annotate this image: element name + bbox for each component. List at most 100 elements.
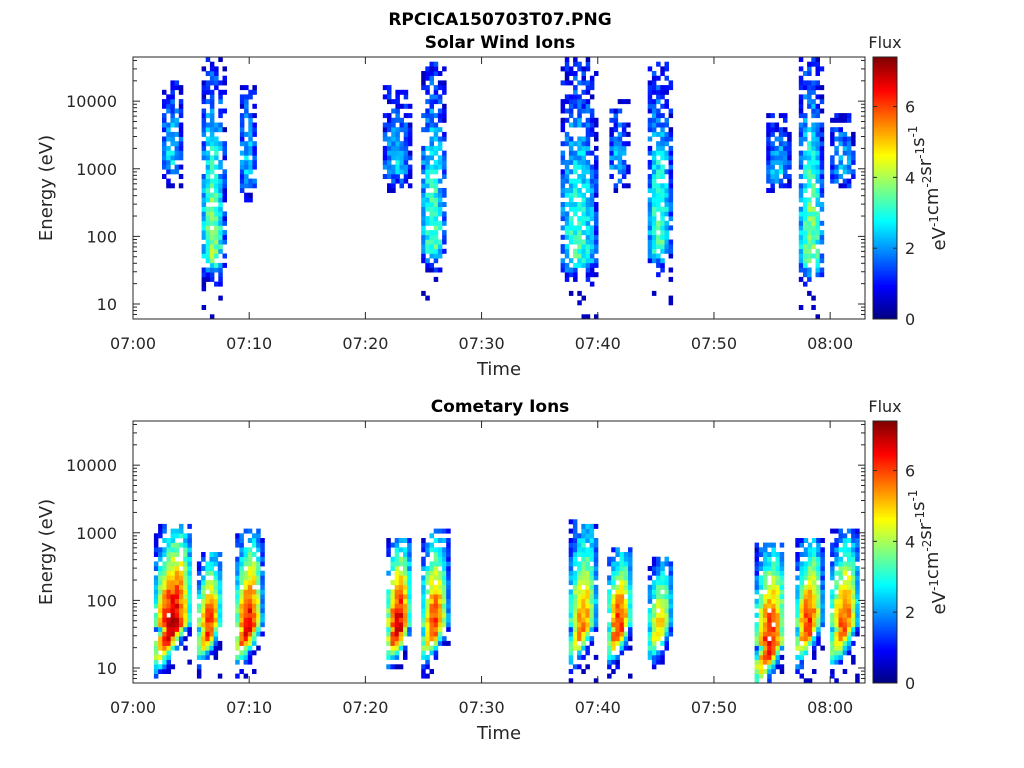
flux-cell [815, 164, 820, 170]
flux-cell [819, 131, 825, 137]
flux-cell [205, 631, 210, 637]
flux-cell [425, 547, 430, 553]
flux-cell [437, 71, 443, 76]
flux-cell [239, 617, 244, 623]
flux-cell [779, 561, 785, 567]
flux-cell [581, 589, 586, 595]
flux-cell [651, 80, 657, 86]
flux-cell [433, 244, 439, 250]
flux-cell [812, 566, 817, 571]
flux-cell [239, 580, 244, 586]
flux-cell [656, 594, 661, 600]
flux-cell [421, 206, 426, 212]
colorbar-step [873, 275, 897, 278]
flux-cell [613, 127, 619, 133]
flux-cell [178, 136, 184, 142]
flux-cell [815, 216, 820, 222]
flux-cell [252, 538, 257, 543]
flux-cell [564, 272, 570, 278]
flux-cell [656, 85, 661, 91]
flux-cell [170, 117, 175, 123]
flux-cell [187, 556, 192, 562]
flux-cell [217, 612, 223, 618]
flux-cell [568, 678, 574, 684]
flux-cell [647, 108, 653, 114]
flux-cell [183, 566, 188, 571]
flux-cell [664, 225, 669, 231]
flux-cell [568, 598, 574, 604]
flux-cell [812, 556, 817, 562]
colorbar-step [873, 83, 897, 86]
flux-cell [217, 598, 223, 604]
flux-cell [205, 645, 210, 651]
flux-cell [437, 225, 443, 231]
flux-cell [767, 640, 772, 646]
flux-cell [218, 197, 223, 203]
flux-cell [153, 650, 159, 656]
flux-cell [429, 622, 434, 628]
flux-cell [811, 136, 816, 142]
flux-cell [256, 594, 261, 600]
flux-cell [820, 589, 825, 595]
flux-cell [407, 575, 412, 581]
flux-cell [201, 141, 207, 147]
flux-cell [217, 561, 223, 567]
x-axis: 07:00 07:10 07:20 07:30 07:40 07:50 08:00 [110, 57, 853, 353]
colorbar-step [873, 222, 897, 226]
flux-cell [153, 580, 159, 586]
flux-cell [851, 542, 856, 548]
flux-cell [651, 636, 657, 642]
flux-cell [855, 533, 860, 539]
flux-cell [807, 258, 812, 264]
flux-cell [619, 636, 625, 642]
flux-cell [170, 141, 175, 147]
flux-cell [758, 636, 764, 642]
flux-cell [560, 103, 566, 109]
flux-cell [425, 206, 430, 212]
burst-1 [162, 80, 184, 189]
flux-cell [798, 206, 804, 212]
flux-cell [758, 612, 764, 618]
flux-cell [162, 145, 167, 151]
flux-cell [437, 145, 443, 151]
flux-cell [247, 626, 253, 632]
flux-cell [783, 141, 788, 147]
flux-cell [433, 159, 439, 165]
flux-cell [222, 108, 227, 114]
flux-cell [812, 645, 817, 651]
flux-cell [611, 669, 616, 674]
flux-cell [577, 258, 582, 264]
flux-cell [660, 608, 665, 614]
flux-cell [660, 103, 665, 109]
flux-cell [425, 570, 430, 576]
flux-cell [174, 631, 180, 637]
flux-cell [668, 192, 674, 198]
flux-cell [855, 556, 860, 562]
flux-cell [399, 145, 404, 151]
flux-cell [183, 538, 188, 543]
flux-cell [594, 239, 599, 245]
flux-cell [589, 267, 595, 273]
flux-cell [668, 159, 674, 165]
flux-cell [660, 66, 665, 72]
flux-cell [647, 122, 653, 128]
colorbar-step [873, 482, 897, 485]
colorbar-step [873, 179, 897, 182]
flux-cell [235, 612, 240, 618]
flux-cell [429, 103, 434, 109]
flux-cell [628, 552, 633, 557]
flux-cell [651, 234, 657, 240]
flux-cell [851, 159, 856, 165]
flux-cell [660, 131, 665, 137]
flux-cell [235, 570, 240, 576]
flux-cell [820, 580, 825, 586]
flux-cell [771, 594, 776, 600]
burst-6 [568, 519, 599, 684]
flux-cell [846, 528, 852, 534]
flux-cell [609, 141, 614, 147]
flux-cell [820, 556, 825, 562]
flux-cell [174, 584, 180, 590]
flux-cell [433, 631, 439, 637]
flux-cell [830, 617, 835, 623]
flux-cell [205, 594, 210, 600]
